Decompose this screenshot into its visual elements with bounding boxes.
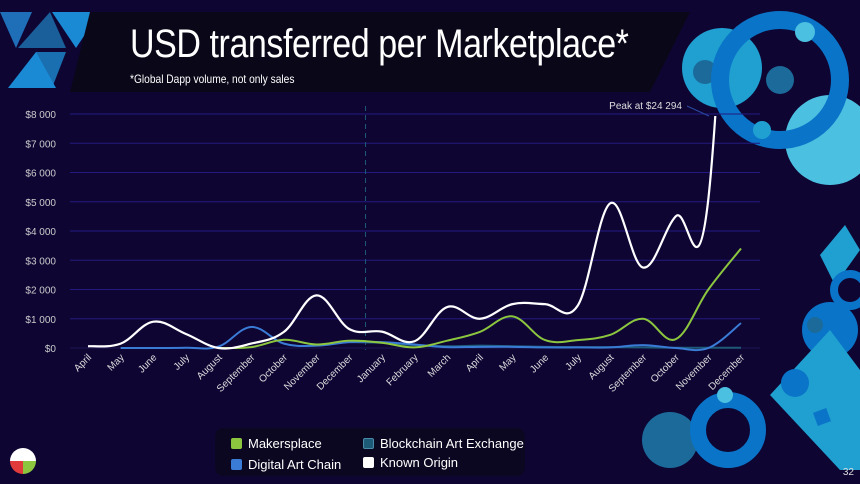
peak-leader-line [686,105,710,117]
page-number: 32 [842,467,854,478]
x-tick-label: June [528,352,551,375]
x-tick-label: December [707,352,748,393]
y-tick-label: $2 000 [25,286,56,297]
y-tick-label: $6 000 [25,169,56,180]
chart-legend: Makersplace Blockchain Art Exchange Digi… [215,428,525,476]
company-logo [10,448,36,474]
x-tick-label: April [464,352,486,374]
slide-title: USD transferred per Marketplace* [130,22,629,66]
peak-annotation: Peak at $24 294 [609,101,682,112]
circle-ornaments [642,11,860,470]
x-tick-label: July [172,352,192,372]
series-line-makersplace [218,247,742,350]
x-tick-label: August [195,352,225,382]
legend-item-digital-art-chain[interactable]: Digital Art Chain [231,457,341,472]
x-tick-label: June [136,352,159,375]
y-tick-label: $7 000 [25,139,56,150]
legend-swatch [231,438,242,449]
x-tick-label: May [497,352,518,373]
x-tick-label: October [649,352,682,385]
legend-swatch [363,457,374,468]
y-tick-label: $0 [45,344,57,355]
slide-subtitle: *Global Dapp volume, not only sales [130,72,295,86]
legend-item-makersplace[interactable]: Makersplace [231,436,322,451]
legend-label: Known Origin [380,455,459,470]
legend-swatch [231,459,242,470]
legend-item-known-origin[interactable]: Known Origin [363,455,458,470]
legend-label: Blockchain Art Exchange [380,436,524,451]
series-line-known-origin [87,116,717,350]
x-tick-label: August [587,352,617,382]
x-tick-label: December [315,352,356,393]
legend-item-blockchain-art-exchange[interactable]: Blockchain Art Exchange [363,436,524,451]
y-tick-label: $4 000 [25,227,56,238]
legend-label: Digital Art Chain [248,457,342,472]
legend-swatch [363,438,374,449]
x-tick-label: March [426,352,453,379]
x-tick-label: July [564,352,584,372]
y-tick-label: $8 000 [25,110,56,121]
x-tick-label: January [355,352,388,385]
y-tick-label: $1 000 [25,315,56,326]
y-tick-label: $5 000 [25,198,56,209]
x-tick-label: May [106,352,127,373]
legend-label: Makersplace [248,436,322,451]
x-tick-label: October [257,352,290,385]
series-line-digital-art-chain [120,322,742,352]
x-tick-label: February [385,352,421,388]
x-tick-label: April [72,352,94,374]
title-banner [70,12,690,92]
y-tick-label: $3 000 [25,256,56,267]
